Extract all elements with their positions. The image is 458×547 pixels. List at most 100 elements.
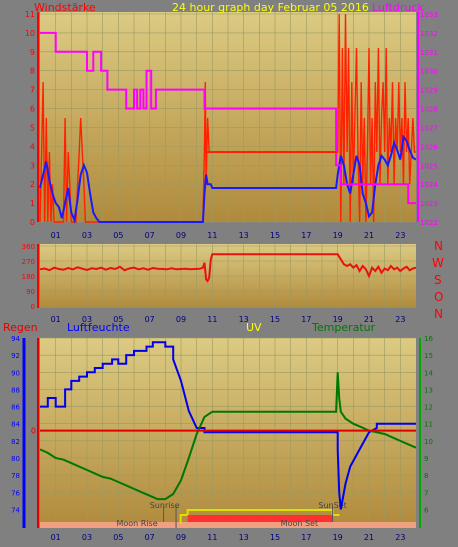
temperature-tick-label: 9 (424, 455, 428, 463)
temperature-tick-label: 12 (424, 404, 433, 412)
wind-direction-chart: 0 90 180 270 360 01 03 05 07 09 11 13 15 17 19 21 23 N W… (22, 239, 444, 324)
x-tick-label: 23 (395, 315, 405, 324)
y2-tick-label: 1026 (420, 143, 438, 151)
x-tick-label: 13 (239, 533, 249, 542)
humidity-tick-label: 94 (11, 335, 20, 343)
y2-tick-label: 1033 (420, 11, 438, 19)
x-tick-label: 15 (270, 533, 280, 542)
x-tick-label: 13 (239, 315, 249, 324)
y-tick-label: 7 (30, 86, 35, 95)
y2-tick-label: 1024 (420, 181, 438, 189)
compass-label: N (434, 239, 443, 253)
x-tick-label: 01 (51, 533, 61, 542)
sunset-label: SunSet (318, 501, 346, 510)
x-tick-label: 03 (82, 533, 92, 542)
x-tick-label: 13 (239, 231, 249, 240)
humidity-tick-label: 74 (11, 506, 20, 514)
x-tick-label: 01 (51, 315, 61, 324)
x-tick-label: 21 (364, 315, 374, 324)
series-line (40, 341, 416, 510)
x-tick-label: 09 (176, 315, 186, 324)
chart1-left-axis-label: Windstärke (34, 1, 96, 14)
y-tick-label: 5 (30, 123, 35, 132)
y-tick-label: 0 (30, 218, 35, 227)
moonset-label: Moon Set (281, 519, 318, 528)
night-band (40, 522, 416, 528)
series-line (40, 31, 416, 205)
humidity-tick-label: 78 (11, 472, 20, 480)
x-tick-label: 17 (301, 231, 311, 240)
series-line (39, 134, 417, 224)
y-tick-label: 360 (22, 243, 35, 251)
x-tick-label: 07 (145, 533, 155, 542)
y2-tick-label: 1023 (420, 200, 438, 208)
humidity-tick-label: 82 (11, 438, 20, 446)
y2-tick-label: 1030 (420, 68, 438, 76)
y-tick-label: 8 (30, 67, 35, 76)
temperature-tick-label: 14 (424, 369, 433, 377)
compass-labels: N W S O N (432, 239, 444, 321)
y2-tick-label: 1022 (420, 219, 438, 227)
temperature-tick-label: 16 (424, 335, 433, 343)
x-tick-label: 21 (364, 231, 374, 240)
temperature-tick-label: 11 (424, 421, 433, 429)
y2-tick-label: 1025 (420, 162, 438, 170)
temperature-tick-label: 7 (424, 489, 428, 497)
y-tick-label: 9 (30, 48, 35, 57)
y-tick-label: 0 (31, 303, 35, 311)
temperature-tick-label: 15 (424, 352, 433, 360)
chart1-right-axis-label: Luftdruck (372, 1, 424, 14)
x-tick-label: 09 (176, 533, 186, 542)
y-tick-label: 4 (30, 142, 35, 151)
wind-pressure-chart: 0123456789101110221023102410251026102710… (25, 1, 439, 240)
temperature-tick-label: 8 (424, 472, 428, 480)
x-tick-label: 23 (395, 231, 405, 240)
x-tick-label: 05 (113, 315, 123, 324)
x-tick-label: 15 (270, 315, 280, 324)
y-tick-label: 10 (25, 29, 35, 38)
y2-tick-label: 1028 (420, 106, 438, 114)
compass-label: N (434, 307, 443, 321)
uv-label: UV (246, 321, 262, 334)
x-tick-label: 23 (395, 533, 405, 542)
y-tick-label: 1 (30, 199, 35, 208)
humidity-tick-label: 76 (11, 489, 20, 497)
humidity-tick-label: 86 (11, 404, 20, 412)
x-tick-label: 17 (301, 533, 311, 542)
x-tick-label: 07 (145, 231, 155, 240)
x-tick-label: 11 (207, 533, 217, 542)
x-tick-label: 19 (333, 533, 343, 542)
x-tick-label: 05 (113, 231, 123, 240)
humidity-tick-label: 92 (11, 352, 20, 360)
compass-label: W (432, 256, 444, 270)
rain-tick-label: 0 (31, 427, 36, 436)
chart1-title: 24 hour graph day Februar 05 2016 (172, 1, 369, 14)
x-tick-label: 09 (176, 231, 186, 240)
compass-label: S (434, 273, 442, 287)
y2-tick-label: 1032 (420, 30, 438, 38)
x-tick-label: 21 (364, 533, 374, 542)
astronomy-band: Sunrise SunSet Moon Rise Moon Set (40, 501, 416, 528)
y2-tick-label: 1027 (420, 124, 438, 132)
moonrise-label: Moon Rise (116, 519, 157, 528)
climate-ticks: 7476788082848688909294678910111213141516… (11, 335, 433, 542)
x-tick-label: 05 (113, 533, 123, 542)
wind-direction-series (39, 253, 417, 283)
y-tick-label: 180 (22, 273, 35, 281)
humidity-tick-label: 80 (11, 455, 20, 463)
y-tick-label: 11 (25, 10, 35, 19)
temperature-tick-label: 6 (424, 506, 429, 514)
x-tick-label: 19 (333, 315, 343, 324)
y-tick-label: 2 (30, 180, 35, 189)
humidity-tick-label: 90 (11, 369, 20, 377)
y-tick-label: 90 (26, 288, 35, 296)
humidity-tick-label: 88 (11, 386, 20, 394)
y-tick-label: 6 (30, 105, 35, 114)
climate-series (39, 341, 417, 510)
x-tick-label: 03 (82, 315, 92, 324)
x-tick-label: 11 (207, 231, 217, 240)
x-tick-label: 11 (207, 315, 217, 324)
x-tick-label: 15 (270, 231, 280, 240)
